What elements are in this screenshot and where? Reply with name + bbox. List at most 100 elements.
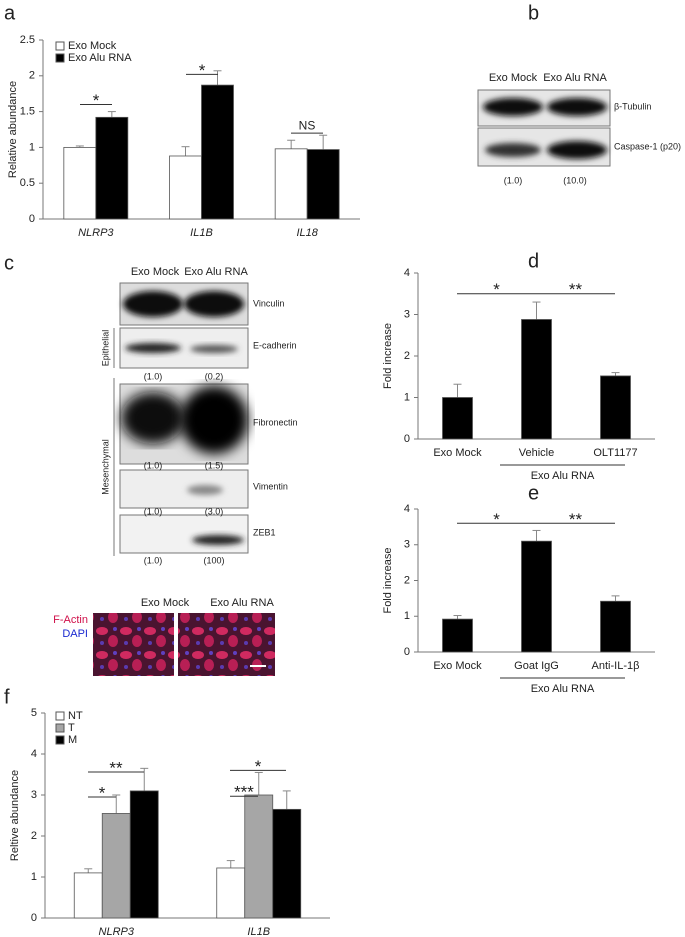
- band: [121, 392, 185, 444]
- bar: [129, 790, 159, 919]
- x-tick-label: Exo Mock: [433, 660, 482, 672]
- y-tick-label: 1.5: [20, 106, 35, 118]
- bar: [169, 155, 202, 220]
- band-label: Fibronectin: [253, 417, 298, 427]
- band: [485, 143, 541, 157]
- quant: (3.0): [205, 506, 224, 516]
- x-tick-label: IL18: [296, 227, 318, 239]
- panel-letter: f: [4, 686, 10, 708]
- y-tick-label: 0: [31, 912, 37, 924]
- bar: [600, 600, 631, 653]
- band: [483, 98, 543, 116]
- quant: (1.0): [144, 506, 163, 516]
- legend-label: T: [68, 722, 75, 734]
- band: [547, 141, 607, 159]
- band-label: E-cadherin: [253, 340, 297, 350]
- x-tick-label: NLRP3: [78, 227, 114, 239]
- quant: (1.0): [144, 555, 163, 565]
- band-label: Caspase-1 (p20): [614, 141, 681, 151]
- y-tick-label: 1: [31, 871, 37, 883]
- significance-label: *: [493, 510, 500, 529]
- band: [190, 345, 238, 353]
- band-label: Vimentin: [253, 481, 288, 491]
- lane-label: Exo Mock: [131, 266, 180, 278]
- y-tick-label: 0: [404, 433, 410, 445]
- significance-label: NS: [299, 118, 316, 132]
- y-axis-label: Relative abundance: [7, 81, 19, 178]
- bar: [521, 319, 552, 440]
- y-tick-label: 1: [404, 610, 410, 622]
- x-tick-label: NLRP3: [99, 926, 135, 937]
- chart: a 0 0.5 1 1.5 2 2.5 Relative abundance NLRP3 IL1B…: [4, 2, 360, 239]
- y-tick-label: 2: [404, 574, 410, 586]
- quant: (1.5): [205, 460, 224, 470]
- blot-b: b Exo Mock Exo Alu RNA β-Tubulin Caspase…: [477, 2, 681, 185]
- band: [184, 291, 244, 317]
- y-tick-label: 0.5: [20, 177, 35, 189]
- panel-letter: d: [528, 250, 539, 272]
- y-tick-label: 1: [29, 141, 35, 153]
- group-label: Exo Alu RNA: [531, 470, 595, 482]
- bar: [73, 872, 103, 919]
- bar: [272, 808, 302, 919]
- y-axis-label: Fold increase: [382, 547, 394, 613]
- stain-label: DAPI: [62, 628, 88, 640]
- blot-c: c Exo Mock Exo Alu RNA Vinculin E-cadher…: [4, 252, 298, 565]
- y-tick-label: 0: [29, 213, 35, 225]
- group-label: Exo Alu RNA: [531, 683, 595, 695]
- lane-label: Exo Mock: [489, 72, 538, 84]
- legend-swatch: [55, 53, 65, 63]
- quant: (1.0): [144, 371, 163, 381]
- significance-label: *: [93, 91, 100, 110]
- chart: d 0 1 2 3 4 Fold increase Exo Mock Vehicle OLT117…: [382, 250, 655, 482]
- bar: [521, 540, 552, 653]
- legend-label: Exo Alu RNA: [68, 52, 132, 64]
- bar: [600, 375, 631, 440]
- x-tick-label: Vehicle: [519, 447, 554, 459]
- legend-swatch: [55, 711, 65, 721]
- bar: [95, 116, 129, 220]
- legend-swatch: [55, 723, 65, 733]
- y-tick-label: 3: [404, 308, 410, 320]
- lane-label: Exo Alu RNA: [210, 597, 274, 609]
- legend-label: Exo Mock: [68, 40, 117, 52]
- x-tick-label: OLT1177: [593, 447, 637, 459]
- bar: [442, 618, 473, 653]
- chart: e 0 1 2 3 4 Fold increase Exo Mock Goat IgG Anti-…: [382, 482, 655, 695]
- x-tick-label: IL1B: [247, 926, 270, 937]
- band-label: Vinculin: [253, 298, 284, 308]
- band: [187, 485, 223, 495]
- blot-frame: [119, 514, 249, 554]
- quant: (100): [203, 555, 224, 565]
- lane-label: Exo Alu RNA: [543, 72, 607, 84]
- bar: [244, 794, 274, 919]
- y-tick-label: 4: [404, 267, 410, 279]
- significance-label: *: [493, 280, 500, 299]
- y-tick-label: 5: [31, 707, 37, 719]
- x-tick-label: Exo Mock: [433, 447, 482, 459]
- y-tick-label: 2: [404, 350, 410, 362]
- band-label: β-Tubulin: [614, 101, 651, 111]
- blot-frame: [119, 469, 249, 509]
- y-tick-label: 2: [29, 70, 35, 82]
- y-axis-label: Fold increase: [382, 323, 394, 389]
- y-tick-label: 1: [404, 391, 410, 403]
- lane-label: Exo Alu RNA: [184, 266, 248, 278]
- bar: [216, 867, 246, 919]
- bar: [274, 148, 308, 220]
- band: [547, 98, 607, 116]
- x-tick-label: Anti-IL-1β: [592, 660, 640, 672]
- lane-label: Exo Mock: [141, 597, 190, 609]
- stain-label: F-Actin: [53, 614, 88, 626]
- image: [93, 613, 174, 676]
- significance-label: **: [569, 510, 583, 529]
- y-axis-label: Reltive abundance: [9, 770, 21, 861]
- panel-letter: b: [528, 2, 539, 24]
- panel-letter: a: [4, 2, 16, 24]
- quant: (0.2): [205, 371, 224, 381]
- micrograph: Exo Mock Exo Alu RNA F-Actin DAPI: [53, 597, 275, 676]
- bar: [63, 146, 97, 220]
- x-tick-label: Goat IgG: [514, 660, 559, 672]
